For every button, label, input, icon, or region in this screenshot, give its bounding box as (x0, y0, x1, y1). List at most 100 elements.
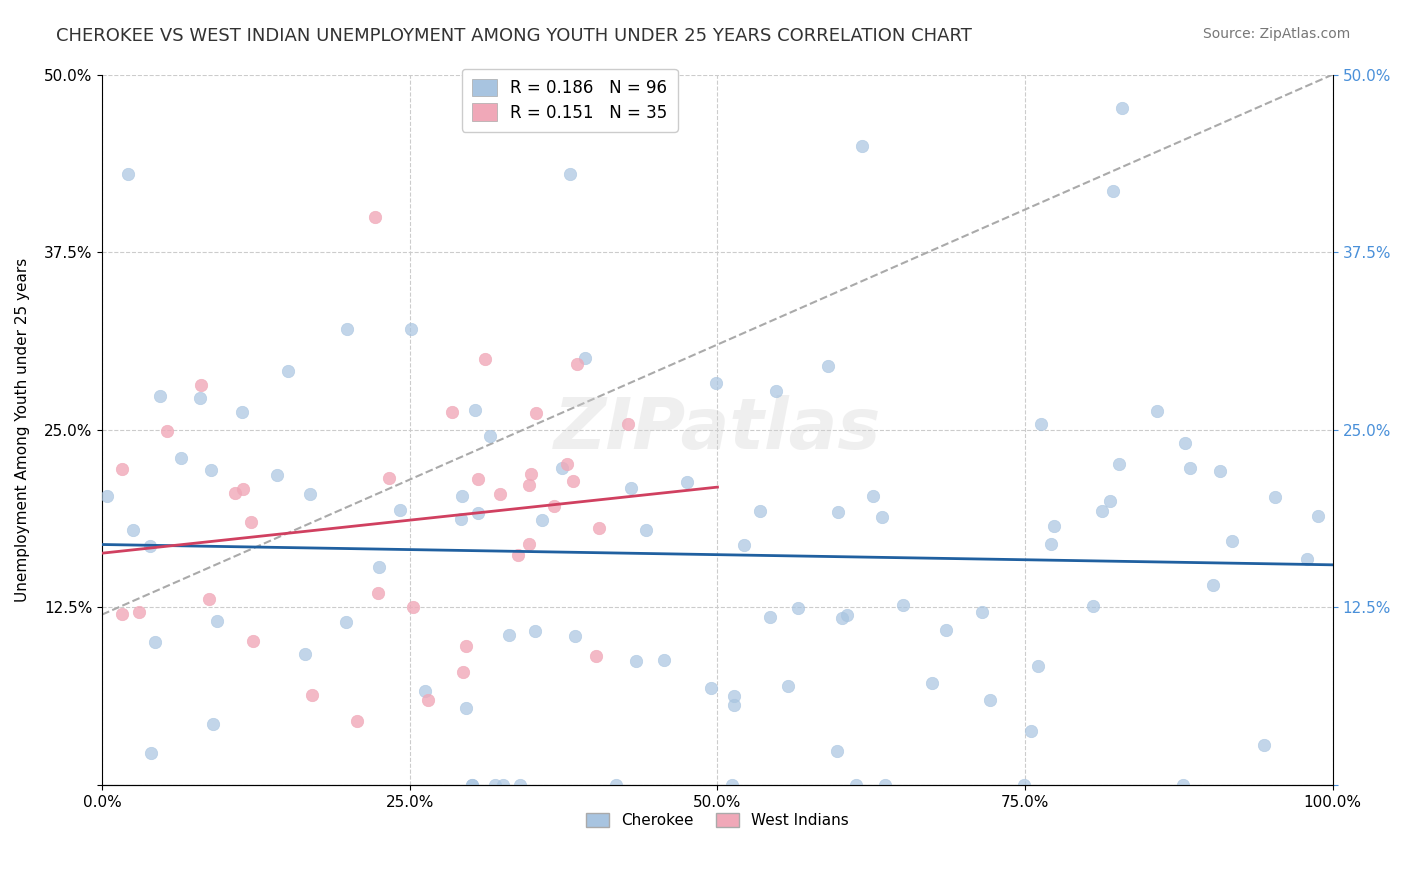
Point (224, 486, 246, 500)
Point (875, 778, 897, 792)
Point (111, 607, 134, 621)
Point (1174, 436, 1197, 450)
Point (704, 376, 727, 391)
Point (979, 693, 1001, 707)
Point (517, 537, 540, 551)
Point (266, 467, 288, 482)
Legend: Cherokee, West Indians: Cherokee, West Indians (579, 807, 855, 834)
Point (117, 167, 139, 181)
Text: ZIPatlas: ZIPatlas (554, 395, 882, 465)
Point (202, 716, 225, 731)
Point (520, 467, 543, 481)
Point (277, 364, 299, 378)
Point (416, 693, 439, 707)
Text: Source: ZipAtlas.com: Source: ZipAtlas.com (1202, 27, 1350, 41)
Point (564, 629, 586, 643)
Point (451, 490, 474, 504)
Point (1101, 184, 1123, 198)
Point (1040, 537, 1063, 551)
Point (242, 633, 264, 648)
Point (1019, 723, 1042, 738)
Point (870, 510, 893, 524)
Point (301, 689, 323, 703)
Point (200, 463, 222, 477)
Point (190, 378, 212, 392)
Point (456, 639, 478, 653)
Point (574, 351, 596, 365)
Point (484, 778, 506, 792)
Point (585, 649, 607, 664)
Point (749, 504, 772, 518)
Point (530, 513, 553, 527)
Point (827, 743, 849, 757)
Point (440, 405, 463, 419)
Point (1091, 503, 1114, 517)
Point (239, 515, 262, 529)
Point (335, 615, 357, 630)
Point (562, 474, 585, 488)
Point (1264, 490, 1286, 504)
Point (778, 679, 800, 693)
Point (524, 406, 547, 420)
Point (498, 628, 520, 642)
Point (128, 605, 150, 619)
Point (1220, 534, 1243, 549)
Point (721, 778, 744, 792)
Point (845, 778, 868, 792)
Point (111, 462, 134, 476)
Point (723, 690, 745, 704)
Point (231, 405, 253, 419)
Point (765, 384, 787, 399)
Point (156, 424, 179, 438)
Point (891, 599, 914, 613)
Point (626, 654, 648, 668)
Point (970, 605, 993, 619)
Point (1026, 659, 1049, 673)
Point (1253, 738, 1275, 752)
Point (451, 665, 474, 680)
Point (367, 559, 389, 574)
Point (1178, 460, 1201, 475)
Point (188, 391, 211, 405)
Point (605, 778, 627, 792)
Point (467, 472, 489, 486)
Point (205, 614, 228, 628)
Point (558, 167, 581, 181)
Point (935, 623, 957, 637)
Point (1012, 778, 1035, 792)
Point (122, 523, 145, 537)
Point (700, 681, 723, 696)
Point (1202, 578, 1225, 592)
Point (1146, 404, 1168, 418)
Point (413, 684, 436, 698)
Point (1031, 417, 1053, 432)
Point (517, 478, 540, 492)
Point (450, 512, 472, 526)
Point (336, 322, 359, 336)
Point (862, 489, 884, 503)
Point (723, 698, 745, 712)
Point (523, 624, 546, 638)
Point (456, 701, 478, 715)
Point (489, 487, 512, 501)
Point (509, 778, 531, 792)
Point (1306, 508, 1329, 523)
Point (508, 548, 530, 562)
Point (1209, 464, 1232, 478)
Point (198, 592, 221, 607)
Point (378, 471, 401, 485)
Point (837, 607, 859, 622)
Point (467, 507, 489, 521)
Point (1043, 519, 1066, 533)
Point (478, 428, 501, 442)
Point (787, 600, 810, 615)
Text: CHEROKEE VS WEST INDIAN UNEMPLOYMENT AMONG YOUTH UNDER 25 YEARS CORRELATION CHAR: CHEROKEE VS WEST INDIAN UNEMPLOYMENT AMO… (56, 27, 972, 45)
Point (492, 778, 515, 792)
Point (139, 539, 162, 553)
Point (543, 500, 565, 514)
Point (1099, 494, 1122, 508)
Point (921, 676, 943, 690)
Point (588, 521, 610, 535)
Point (1171, 778, 1194, 792)
Point (555, 457, 578, 471)
